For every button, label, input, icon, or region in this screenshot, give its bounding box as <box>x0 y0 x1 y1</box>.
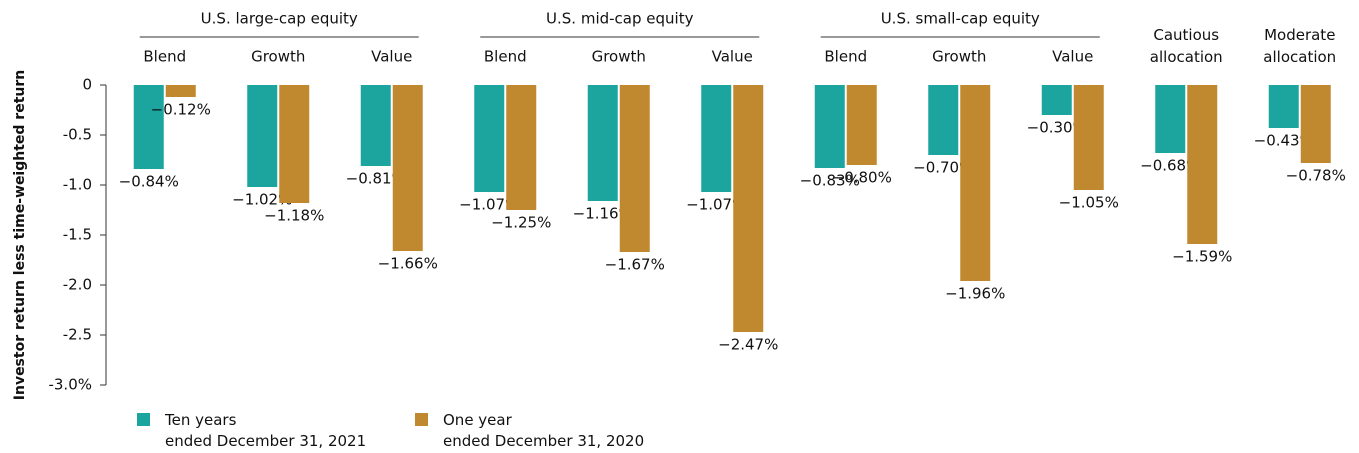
bar <box>474 85 505 192</box>
legend-label: One year ended December 31, 2020 <box>443 411 644 450</box>
group-label: U.S. mid-cap equity <box>546 10 694 28</box>
value-label: −1.59% <box>1172 248 1232 266</box>
value-label: −1.67% <box>605 256 665 274</box>
bar <box>247 85 278 187</box>
value-label: −0.80% <box>832 169 892 187</box>
x-tick-label: Growth <box>932 48 986 66</box>
bar <box>587 85 618 201</box>
x-tick-label: Blend <box>143 48 186 66</box>
x-tick-label: Blend <box>824 48 867 66</box>
value-label: −1.66% <box>378 255 438 273</box>
bar <box>279 85 310 203</box>
x-tick-label: Growth <box>592 48 646 66</box>
bar <box>814 85 845 168</box>
bar <box>1268 85 1299 128</box>
bar <box>392 85 423 251</box>
bar <box>1187 85 1218 244</box>
value-label: −0.70% <box>913 159 973 177</box>
y-tick-label: -1.0 <box>63 176 92 194</box>
x-tick-label: Growth <box>251 48 305 66</box>
value-label: −0.78% <box>1286 167 1346 185</box>
y-axis-title: Investor return less time-weighted retur… <box>12 70 28 400</box>
legend-swatch <box>415 413 428 426</box>
value-label: −1.02% <box>232 191 292 209</box>
value-label: −2.47% <box>718 336 778 354</box>
bar <box>619 85 650 252</box>
bar <box>1073 85 1104 190</box>
value-label: −1.96% <box>945 285 1005 303</box>
bar <box>1300 85 1331 163</box>
legend-label: Ten years ended December 31, 2021 <box>164 411 366 450</box>
group-label: U.S. large-cap equity <box>201 10 358 28</box>
bar <box>928 85 959 155</box>
value-label: −0.30% <box>1027 119 1087 137</box>
legend-swatch <box>137 413 150 426</box>
x-tick-label: Value <box>712 48 753 66</box>
value-label: −1.25% <box>491 214 551 232</box>
bar <box>733 85 764 332</box>
bar <box>506 85 537 210</box>
x-tick-label: Cautious allocation <box>1150 26 1223 66</box>
y-tick-label: -1.5 <box>63 226 92 244</box>
bar <box>133 85 164 169</box>
group-label: U.S. small-cap equity <box>881 10 1040 28</box>
bar <box>960 85 991 281</box>
value-label: −0.43% <box>1254 132 1314 150</box>
bar <box>360 85 391 166</box>
value-label: −1.05% <box>1059 194 1119 212</box>
x-tick-label: Blend <box>484 48 527 66</box>
y-tick-label: -0.5 <box>63 126 92 144</box>
y-tick-label: -2.5 <box>63 326 92 344</box>
x-tick-label: Value <box>371 48 412 66</box>
value-label: −0.84% <box>119 173 179 191</box>
value-label: −1.16% <box>573 205 633 223</box>
value-label: −1.07% <box>686 196 746 214</box>
bar <box>165 85 196 97</box>
value-label: −1.18% <box>264 207 324 225</box>
y-tick-label: -2.0 <box>63 276 92 294</box>
y-tick-label: -3.0% <box>48 376 92 394</box>
bar <box>846 85 877 165</box>
x-tick-label: Moderate allocation <box>1263 26 1336 66</box>
value-label: −0.81% <box>346 170 406 188</box>
bar <box>1041 85 1072 115</box>
y-tick-label: 0 <box>82 76 92 94</box>
x-tick-label: Value <box>1052 48 1093 66</box>
value-label: −0.12% <box>151 101 211 119</box>
bar <box>1155 85 1186 153</box>
value-label: −1.07% <box>459 196 519 214</box>
value-label: −0.83% <box>800 172 860 190</box>
bar <box>701 85 732 192</box>
value-label: −0.68% <box>1140 157 1200 175</box>
